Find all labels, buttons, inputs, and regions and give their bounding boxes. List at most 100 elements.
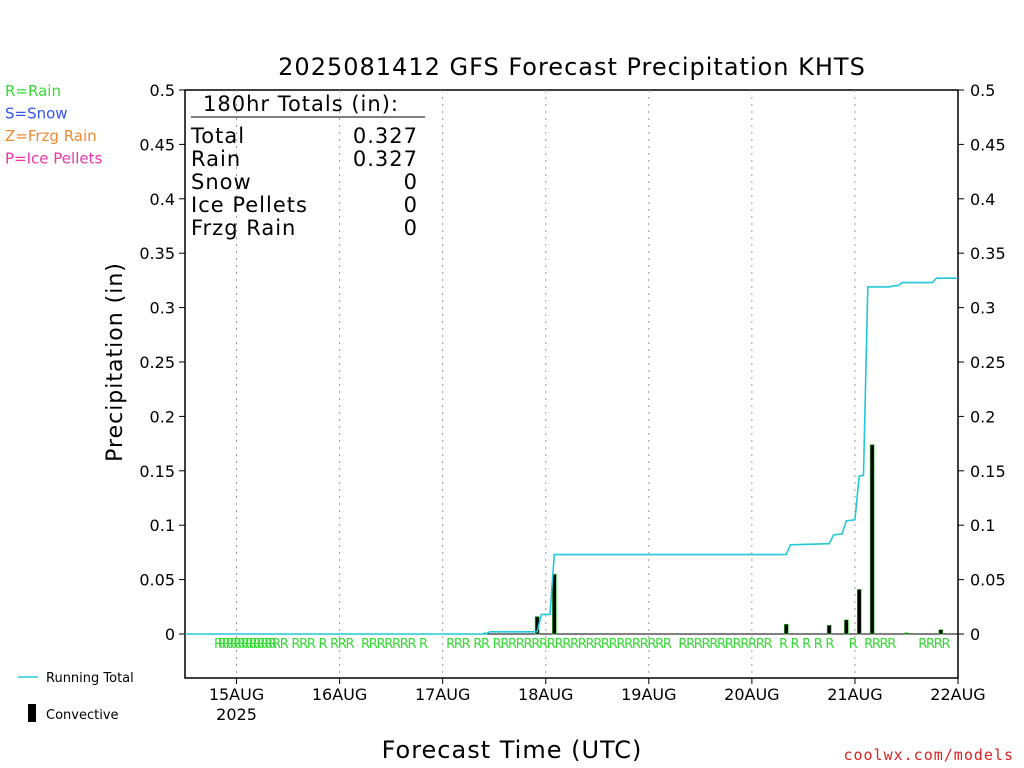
ptype-marker: R [268, 637, 277, 652]
ptype-marker: R [369, 637, 378, 652]
ptype-marker: R [291, 637, 300, 652]
ptype-marker: R [508, 637, 517, 652]
x-tick-label: 20AUG [724, 685, 779, 704]
ptype-marker: R [779, 637, 788, 652]
ptype-marker: R [346, 637, 355, 652]
convective-bar [904, 632, 909, 635]
ptype-marker: R [229, 637, 238, 652]
ptype-marker: R [934, 637, 943, 652]
x-tick-label: 22AUG [930, 685, 985, 704]
totals-row-value: 0 [404, 216, 418, 240]
running-total-line [185, 277, 958, 635]
totals-row-value: 0.327 [353, 147, 418, 171]
ptype-marker: R [481, 637, 490, 652]
ptype-marker: R [748, 637, 757, 652]
x-gridlines [236, 90, 856, 678]
convective-bar [869, 444, 875, 635]
ptype-marker: R [218, 637, 227, 652]
ptype-marker: R [554, 637, 563, 652]
y-tick-label-left: 0.1 [150, 516, 175, 535]
ptype-marker: R [655, 637, 664, 652]
ptype-marker: R [814, 637, 823, 652]
convective-bar [938, 629, 944, 635]
ptype-marker: R [686, 637, 695, 652]
y-tick-label-right: 0.15 [970, 462, 1006, 481]
ptype-marker: R [702, 637, 711, 652]
ptype-marker: R [299, 637, 308, 652]
y-axis-left: 0 0.05 0.1 0.15 0.2 0.25 0.3 0.35 0.4 0.45 0.5 [139, 81, 185, 644]
ptype-legend-item: P=Ice Pellets [5, 150, 102, 168]
y-tick-label-right: 0.45 [970, 135, 1006, 154]
ptype-marker: R [791, 637, 800, 652]
ptype-marker: R [516, 637, 525, 652]
ptype-marker: R [725, 637, 734, 652]
ptype-marker: R [616, 637, 625, 652]
y-tick-label-right: 0 [970, 625, 980, 644]
totals-row-label: Snow [191, 170, 252, 194]
ptype-marker: R [260, 637, 269, 652]
ptype-marker: R [249, 637, 258, 652]
ptype-marker: R [872, 637, 881, 652]
ptype-legend-item: S=Snow [5, 105, 68, 123]
y-tick-label-left: 0.3 [150, 299, 175, 318]
ptype-marker: R [233, 637, 242, 652]
chart-title: 2025081412 GFS Forecast Precipitation KH… [278, 53, 866, 81]
ptype-marker: R [678, 637, 687, 652]
y-tick-label-left: 0 [165, 625, 175, 644]
ptype-marker: R [407, 637, 416, 652]
y-axis-label: Precipitation (in) [103, 262, 128, 462]
ptype-marker: R [733, 637, 742, 652]
x-axis: 15AUG 16AUG 17AUG 18AUG 19AUG 20AUG 21AUG 22AUG… [209, 678, 986, 724]
ptype-marker: R [717, 637, 726, 652]
ptype-marker: R [609, 637, 618, 652]
ptype-marker: R [709, 637, 718, 652]
totals-box: 180hr Totals (in): Total 0.327 Rain 0.327 Sn… [190, 92, 425, 240]
ptype-marker: R [272, 637, 281, 652]
running-total-legend-label: Running Total [46, 671, 134, 686]
totals-row-label: Ice Pellets [191, 193, 308, 217]
ptype-marker: R [257, 637, 266, 652]
ptype-marker: R [392, 637, 401, 652]
ptype-marker: R [264, 637, 273, 652]
ptype-marker: R [763, 637, 772, 652]
ptype-marker: R [318, 637, 327, 652]
y-tick-label-left: 0.15 [139, 462, 175, 481]
credit-text: coolwx.com/models [843, 746, 1014, 764]
ptype-marker: R [376, 637, 385, 652]
totals-rows: Total 0.327 Rain 0.327 Snow 0 Ice Pellets 0 Frzg… [190, 124, 418, 240]
x-tick-label: 21AUG [827, 685, 882, 704]
totals-row-value: 0.327 [353, 124, 418, 148]
x-axis-label: Forecast Time (UTC) [382, 736, 643, 764]
convective-bar [552, 573, 557, 635]
ptype-marker: R [214, 637, 223, 652]
totals-row-value: 0 [404, 193, 418, 217]
x-tick-label: 19AUG [621, 685, 676, 704]
ptype-marker: R [473, 637, 482, 652]
y-tick-label-right: 0.35 [970, 244, 1006, 263]
ptype-marker: R [694, 637, 703, 652]
ptype-marker: R [740, 637, 749, 652]
totals-row-label: Frzg Rain [191, 216, 296, 240]
y-tick-label-left: 0.05 [139, 571, 175, 590]
y-tick-label-right: 0.1 [970, 516, 995, 535]
ptype-marker: R [887, 637, 896, 652]
ptype-marker: R [849, 637, 858, 652]
ptype-marker: R [500, 637, 509, 652]
ptype-marker: R [241, 637, 250, 652]
ptype-marker: R [539, 637, 548, 652]
ptype-marker: R [663, 637, 672, 652]
ptype-marker: R [601, 637, 610, 652]
ptype-marker: R [338, 637, 347, 652]
ptype-marker: R [570, 637, 579, 652]
ptype-marker: R [593, 637, 602, 652]
ptype-marker: R [222, 637, 231, 652]
convective-bar [826, 624, 832, 635]
convective-bars [483, 444, 944, 635]
ptype-marker: R [926, 637, 935, 652]
y-tick-label-right: 0.2 [970, 407, 995, 426]
convective-bar [856, 589, 862, 635]
ptype-marker: R [493, 637, 502, 652]
ptype-marker: R [280, 637, 289, 652]
